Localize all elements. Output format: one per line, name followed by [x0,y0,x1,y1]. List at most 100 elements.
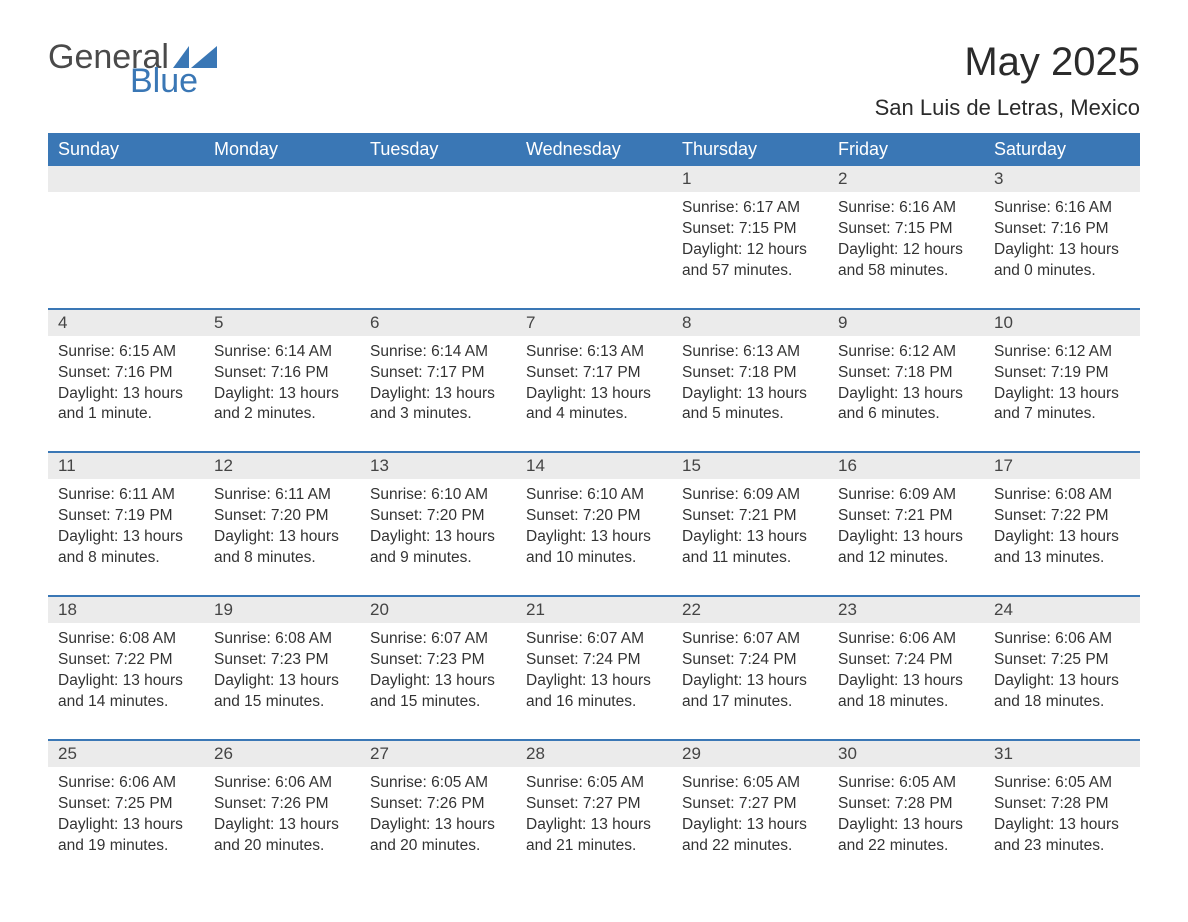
day-cell-19: Sunrise: 6:08 AMSunset: 7:23 PMDaylight:… [204,623,360,739]
day-number: 31 [984,741,1140,767]
day-cell-26: Sunrise: 6:06 AMSunset: 7:26 PMDaylight:… [204,767,360,883]
day-number: 13 [360,453,516,479]
day-cell-5: Sunrise: 6:14 AMSunset: 7:16 PMDaylight:… [204,336,360,452]
daylight-line: Daylight: 13 hours and 17 minutes. [682,671,818,713]
day-number [204,166,360,192]
weekday-wednesday: Wednesday [516,133,672,166]
sunrise-line: Sunrise: 6:08 AM [994,485,1130,506]
daylight-line: Daylight: 13 hours and 16 minutes. [526,671,662,713]
calendar: SundayMondayTuesdayWednesdayThursdayFrid… [48,133,1140,882]
day-cell-25: Sunrise: 6:06 AMSunset: 7:25 PMDaylight:… [48,767,204,883]
day-cell-7: Sunrise: 6:13 AMSunset: 7:17 PMDaylight:… [516,336,672,452]
sunrise-line: Sunrise: 6:12 AM [994,342,1130,363]
daynum-row: 123 [48,166,1140,192]
daylight-line: Daylight: 13 hours and 3 minutes. [370,384,506,426]
week-5: 25262728293031Sunrise: 6:06 AMSunset: 7:… [48,739,1140,883]
day-number: 28 [516,741,672,767]
sunrise-line: Sunrise: 6:13 AM [526,342,662,363]
day-number: 20 [360,597,516,623]
daynum-row: 45678910 [48,310,1140,336]
day-cell-empty [48,192,204,308]
sunset-line: Sunset: 7:28 PM [838,794,974,815]
day-cell-15: Sunrise: 6:09 AMSunset: 7:21 PMDaylight:… [672,479,828,595]
day-number: 3 [984,166,1140,192]
day-cell-empty [204,192,360,308]
day-number [516,166,672,192]
sunset-line: Sunset: 7:20 PM [370,506,506,527]
sunset-line: Sunset: 7:15 PM [682,219,818,240]
daylight-line: Daylight: 13 hours and 20 minutes. [214,815,350,857]
day-number [360,166,516,192]
sunset-line: Sunset: 7:18 PM [682,363,818,384]
daylight-line: Daylight: 13 hours and 7 minutes. [994,384,1130,426]
daynum-row: 25262728293031 [48,741,1140,767]
day-cell-20: Sunrise: 6:07 AMSunset: 7:23 PMDaylight:… [360,623,516,739]
day-number: 9 [828,310,984,336]
daylight-line: Daylight: 13 hours and 11 minutes. [682,527,818,569]
weekday-tuesday: Tuesday [360,133,516,166]
day-number: 7 [516,310,672,336]
location: San Luis de Letras, Mexico [875,95,1140,121]
daylight-line: Daylight: 13 hours and 8 minutes. [58,527,194,569]
daylight-line: Daylight: 13 hours and 14 minutes. [58,671,194,713]
sunset-line: Sunset: 7:23 PM [214,650,350,671]
sunrise-line: Sunrise: 6:10 AM [526,485,662,506]
sunrise-line: Sunrise: 6:12 AM [838,342,974,363]
sunrise-line: Sunrise: 6:14 AM [214,342,350,363]
sunset-line: Sunset: 7:18 PM [838,363,974,384]
sunset-line: Sunset: 7:20 PM [526,506,662,527]
sunrise-line: Sunrise: 6:06 AM [214,773,350,794]
daylight-line: Daylight: 13 hours and 2 minutes. [214,384,350,426]
day-number: 30 [828,741,984,767]
daylight-line: Daylight: 13 hours and 15 minutes. [214,671,350,713]
logo: General Blue [48,40,217,98]
day-cell-3: Sunrise: 6:16 AMSunset: 7:16 PMDaylight:… [984,192,1140,308]
day-number: 11 [48,453,204,479]
daylight-line: Daylight: 13 hours and 5 minutes. [682,384,818,426]
sunrise-line: Sunrise: 6:08 AM [214,629,350,650]
day-cell-29: Sunrise: 6:05 AMSunset: 7:27 PMDaylight:… [672,767,828,883]
day-number: 15 [672,453,828,479]
daycontent-row: Sunrise: 6:08 AMSunset: 7:22 PMDaylight:… [48,623,1140,739]
daynum-row: 11121314151617 [48,453,1140,479]
day-cell-empty [516,192,672,308]
sunset-line: Sunset: 7:16 PM [214,363,350,384]
sunrise-line: Sunrise: 6:16 AM [838,198,974,219]
weekday-header: SundayMondayTuesdayWednesdayThursdayFrid… [48,133,1140,166]
sunset-line: Sunset: 7:25 PM [58,794,194,815]
day-number [48,166,204,192]
daycontent-row: Sunrise: 6:15 AMSunset: 7:16 PMDaylight:… [48,336,1140,452]
sunrise-line: Sunrise: 6:06 AM [838,629,974,650]
sunset-line: Sunset: 7:22 PM [994,506,1130,527]
sunrise-line: Sunrise: 6:05 AM [838,773,974,794]
day-number: 26 [204,741,360,767]
sunrise-line: Sunrise: 6:07 AM [682,629,818,650]
day-cell-21: Sunrise: 6:07 AMSunset: 7:24 PMDaylight:… [516,623,672,739]
day-number: 21 [516,597,672,623]
sunrise-line: Sunrise: 6:16 AM [994,198,1130,219]
day-number: 12 [204,453,360,479]
daycontent-row: Sunrise: 6:17 AMSunset: 7:15 PMDaylight:… [48,192,1140,308]
sunset-line: Sunset: 7:28 PM [994,794,1130,815]
daycontent-row: Sunrise: 6:06 AM Sunset: 7:25 PM Daylight:… [48,767,1140,883]
day-cell-24: Sunrise: 6:06 AMSunset: 7:25 PMDaylight:… [984,623,1140,739]
daylight-line: Daylight: 13 hours and 9 minutes. [370,527,506,569]
sunset-line: Sunset: 7:21 PM [682,506,818,527]
sunrise-line: Sunrise: 6:11 AM [58,485,194,506]
daylight-line: Daylight: 13 hours and 8 minutes. [214,527,350,569]
day-cell-16: Sunrise: 6:09 AMSunset: 7:21 PMDaylight:… [828,479,984,595]
daylight-line: Daylight: 13 hours and 12 minutes. [838,527,974,569]
daylight-line: Daylight: 13 hours and 10 minutes. [526,527,662,569]
sunrise-line: Sunrise: 6:09 AM [682,485,818,506]
sunset-line: Sunset: 7:27 PM [682,794,818,815]
sunset-line: Sunset: 7:20 PM [214,506,350,527]
day-cell-14: Sunrise: 6:10 AMSunset: 7:20 PMDaylight:… [516,479,672,595]
daycontent-row: Sunrise: 6:11 AMSunset: 7:19 PMDaylight:… [48,479,1140,595]
sunset-line: Sunset: 7:16 PM [994,219,1130,240]
sunset-line: Sunset: 7:26 PM [214,794,350,815]
sunset-line: Sunset: 7:16 PM [58,363,194,384]
logo-text-blue: Blue [130,64,198,98]
day-number: 29 [672,741,828,767]
day-number: 1 [672,166,828,192]
weekday-monday: Monday [204,133,360,166]
